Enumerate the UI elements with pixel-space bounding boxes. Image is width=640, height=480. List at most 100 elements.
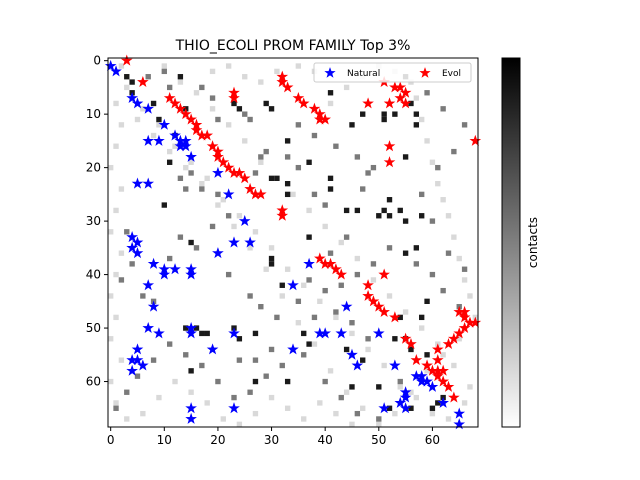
natural-contact-marker [169,263,181,275]
evol-contact-marker [255,188,267,200]
contact-cell [424,90,430,96]
evol-contact-marker [362,279,374,291]
contact-cell [429,159,436,165]
evol-contact-marker [244,182,256,194]
contact-cell [199,84,205,91]
contact-cell [354,154,361,160]
contact-cell [118,250,125,256]
contact-cell [392,111,398,117]
contact-cell [247,293,253,299]
contact-cell [386,293,393,299]
contact-cell [134,116,141,123]
contact-cell [242,138,248,144]
contact-cell [118,63,125,69]
contact-cell [188,170,194,176]
contact-cell [247,116,253,123]
contact-cell [408,405,414,411]
contact-cell [274,314,280,321]
contact-cell [193,325,200,331]
natural-contact-marker [222,188,235,200]
contact-cell [150,100,157,107]
x-tick-label: 10 [157,433,172,447]
contact-cell [402,250,409,256]
contact-cell [301,282,307,288]
contact-cell [284,191,291,198]
natural-contact-marker [228,236,240,248]
contact-cell [118,186,125,192]
contact-cell [124,416,130,422]
contact-cell [172,378,178,385]
contact-cell [440,352,446,358]
natural-contact-marker [137,359,149,371]
natural-contact-marker [389,359,401,371]
natural-contact-marker [131,97,144,109]
contact-cell [204,330,210,337]
evol-contact-marker [362,289,374,301]
contact-cell [209,68,216,75]
contact-cell [284,181,291,187]
natural-contact-marker [287,343,299,355]
contact-cell [258,304,264,310]
contact-cell [124,389,130,395]
contact-cell [268,261,275,267]
contact-cell [435,400,441,406]
contact-cell [424,298,430,304]
natural-contact-marker [340,300,353,312]
evol-contact-marker [276,209,289,221]
contact-cell [252,330,259,337]
natural-contact-marker [185,412,197,424]
natural-contact-marker [158,118,171,130]
evol-contact-marker [319,113,331,125]
evol-contact-marker [448,332,460,344]
contact-cell [413,95,420,101]
evol-contact-marker [399,97,412,109]
contact-cell [413,261,420,267]
evol-contact-marker [399,332,412,344]
contact-cell [290,191,296,198]
contact-cell [242,74,248,80]
contact-cell [156,394,162,401]
contact-cell [268,245,275,251]
evol-contact-marker [378,305,390,317]
evol-contact-marker [383,97,396,109]
contact-cell [311,132,318,139]
y-tick-label: 60 [86,375,101,389]
contact-cell [343,207,350,214]
contact-cell [108,378,114,385]
contact-cell [451,234,457,240]
evol-contact-marker [281,81,294,93]
contact-cell [413,122,420,128]
contact-cell [284,378,291,385]
contact-cell [118,357,125,363]
contact-cell [108,293,114,299]
contact-cell [183,186,189,192]
natural-contact-marker [131,236,144,248]
contact-cell [193,90,200,96]
natural-contact-marker [421,375,433,387]
evol-contact-marker [431,354,444,366]
contact-cell [440,287,446,294]
contact-cell [370,277,377,283]
natural-contact-marker [394,396,407,408]
evol-contact-marker [372,300,385,312]
natural-contact-marker [437,396,449,408]
contact-cell [113,405,119,411]
contact-cell [113,400,119,406]
contact-cell [397,384,403,390]
contact-cell [231,100,237,107]
contact-cell [209,223,216,230]
contact-cell [177,74,184,80]
evol-contact-marker [453,305,466,317]
natural-contact-marker [158,268,171,280]
evol-contact-marker [292,91,305,104]
contact-cell [461,122,468,128]
natural-contact-marker [142,177,155,189]
evol-contact-marker [314,252,326,264]
contact-cell [440,197,446,203]
natural-contact-marker [179,140,192,152]
contact-cell [343,234,350,240]
contact-cell [327,186,334,192]
contact-cell [183,325,189,331]
contact-cell [322,287,328,294]
